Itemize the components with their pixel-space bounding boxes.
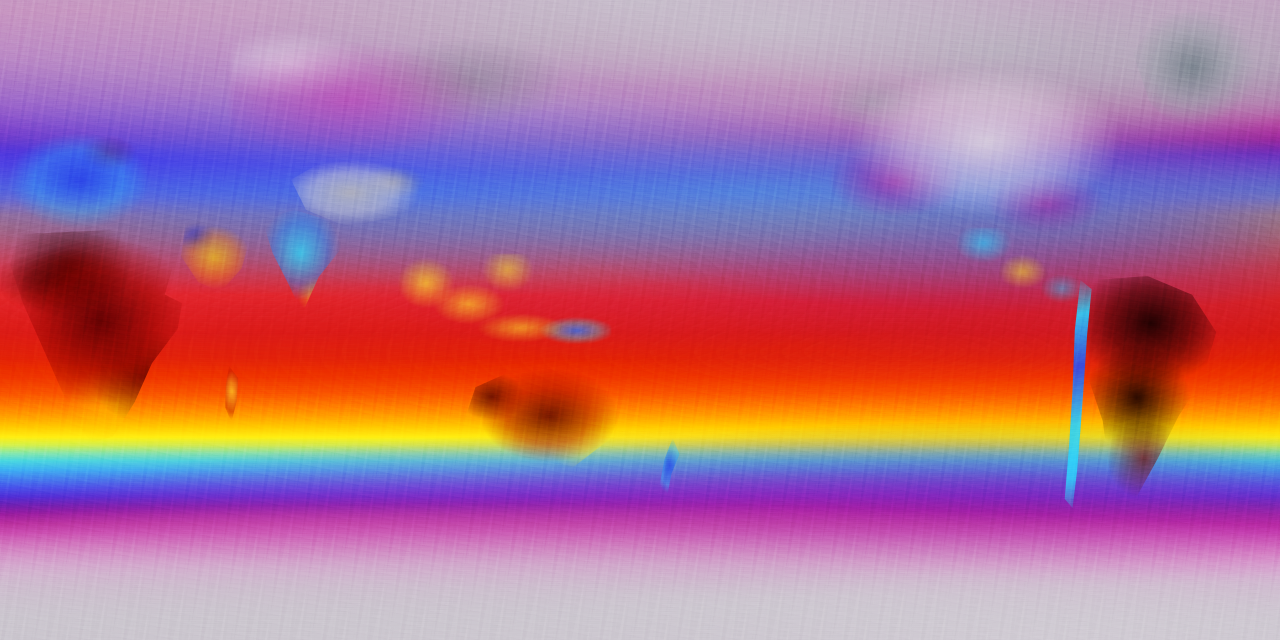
region-southeast-asia-islands [396,254,611,386]
region-north-america [830,70,1130,250]
region-central-america [950,228,1090,312]
region-siberia [230,25,560,175]
region-europe-mediterranean [0,128,165,243]
